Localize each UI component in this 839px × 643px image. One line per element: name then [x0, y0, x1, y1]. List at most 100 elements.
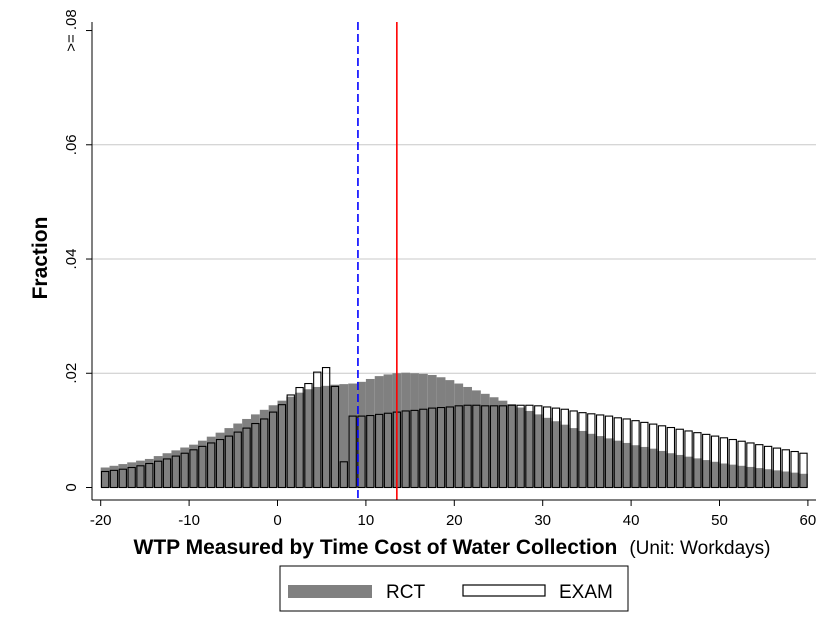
rct-bar: [684, 456, 693, 488]
exam-bar: [145, 462, 154, 489]
rct-bar: [489, 397, 499, 488]
rct-bar: [295, 392, 305, 488]
rct-bar: [162, 453, 172, 488]
rct-bar: [383, 374, 393, 488]
rct-bar: [578, 430, 587, 488]
exam-bar: [374, 413, 384, 489]
exam-bar: [330, 385, 340, 489]
exam-bar: [569, 410, 578, 489]
rct-bar: [622, 442, 632, 488]
rct-bar: [613, 440, 623, 488]
rct-bar: [330, 384, 340, 488]
exam-bar: [100, 470, 110, 489]
rct-bar: [144, 458, 154, 488]
rct-bar: [171, 450, 181, 488]
rct-bar: [401, 372, 411, 488]
rct-bar: [312, 386, 322, 488]
rct-bar: [224, 428, 234, 488]
exam-bar: [286, 394, 295, 489]
x-tick-label: 30: [534, 512, 551, 529]
exam-bar: [419, 408, 428, 489]
rct-bar: [215, 432, 225, 488]
rct-bar: [268, 405, 278, 488]
exam-bar: [604, 415, 614, 489]
exam-bar: [118, 468, 127, 489]
exam-bar: [180, 452, 189, 489]
rct-bar: [197, 440, 207, 488]
legend-exam-label: EXAM: [559, 582, 613, 603]
exam-bar: [790, 450, 799, 489]
rct-bar: [754, 468, 764, 488]
legend: RCT EXAM: [279, 565, 629, 612]
exam-bar: [551, 407, 561, 489]
rct-bar: [648, 448, 658, 488]
rct-bar: [507, 404, 517, 488]
x-tick-label: 40: [623, 512, 640, 529]
rct-bar: [692, 458, 702, 488]
exam-bar: [348, 415, 357, 489]
rct-bar: [728, 464, 738, 488]
rct-bar: [639, 446, 649, 488]
rct-bar: [551, 421, 561, 488]
rct-bar: [542, 417, 552, 488]
rct-bar: [719, 463, 729, 488]
y-tick-label: 0: [63, 483, 80, 491]
x-tick-label: -10: [178, 512, 200, 529]
rct-bar: [357, 381, 366, 488]
rct-bar: [595, 436, 605, 488]
exam-bar: [162, 458, 172, 489]
exam-bar: [799, 452, 808, 489]
exam-bar: [507, 404, 516, 489]
mean-lines: [357, 22, 398, 500]
exam-bar: [171, 455, 181, 489]
exam-bar: [728, 438, 737, 489]
exam-bar: [472, 404, 481, 489]
exam-bar: [666, 426, 676, 489]
exam-bar: [684, 430, 693, 489]
exam-bar: [136, 465, 145, 489]
exam-bar: [428, 407, 437, 489]
y-tick-label: .06: [63, 134, 80, 155]
rct-bar: [746, 466, 755, 488]
exam-bar: [595, 414, 605, 489]
exam-bar: [304, 382, 313, 489]
exam-bar: [321, 366, 331, 489]
rct-bar: [250, 414, 260, 488]
exam-bar: [622, 418, 631, 489]
rct-bar: [427, 374, 437, 488]
rct-bar: [675, 454, 685, 488]
rct-bar: [525, 410, 534, 488]
exam-bar: [189, 449, 198, 489]
exam-bar: [295, 386, 304, 489]
rct-bar: [701, 460, 711, 488]
rct-bar: [763, 469, 773, 488]
rct-bar: [374, 376, 384, 488]
rct-bar: [781, 471, 791, 488]
rct-bar: [445, 380, 455, 488]
exam-bar: [233, 431, 242, 489]
exam-bar: [772, 447, 782, 489]
y-axis-title: Fraction: [29, 217, 52, 300]
exam-bar: [542, 406, 552, 489]
rct-bar: [498, 400, 508, 488]
exam-bar: [357, 415, 366, 489]
rct-bar: [304, 389, 313, 488]
exam-bar: [339, 461, 348, 489]
exam-bar: [463, 404, 472, 489]
legend-rct-label: RCT: [386, 582, 425, 603]
exam-bar: [224, 435, 234, 489]
exam-bar: [755, 444, 764, 489]
exam-bar: [251, 422, 260, 489]
x-tick-label: -20: [90, 512, 112, 529]
exam-bar: [436, 406, 446, 489]
rct-bar: [348, 383, 358, 488]
exam-bars: [100, 366, 808, 489]
rct-bar: [233, 423, 243, 488]
exam-bar: [560, 408, 569, 489]
exam-bar: [207, 442, 216, 489]
rct-bar: [666, 453, 676, 488]
exam-bar: [410, 409, 419, 489]
rct-bar: [286, 396, 296, 488]
rct-bar: [410, 373, 419, 488]
exam-bar: [260, 418, 269, 489]
